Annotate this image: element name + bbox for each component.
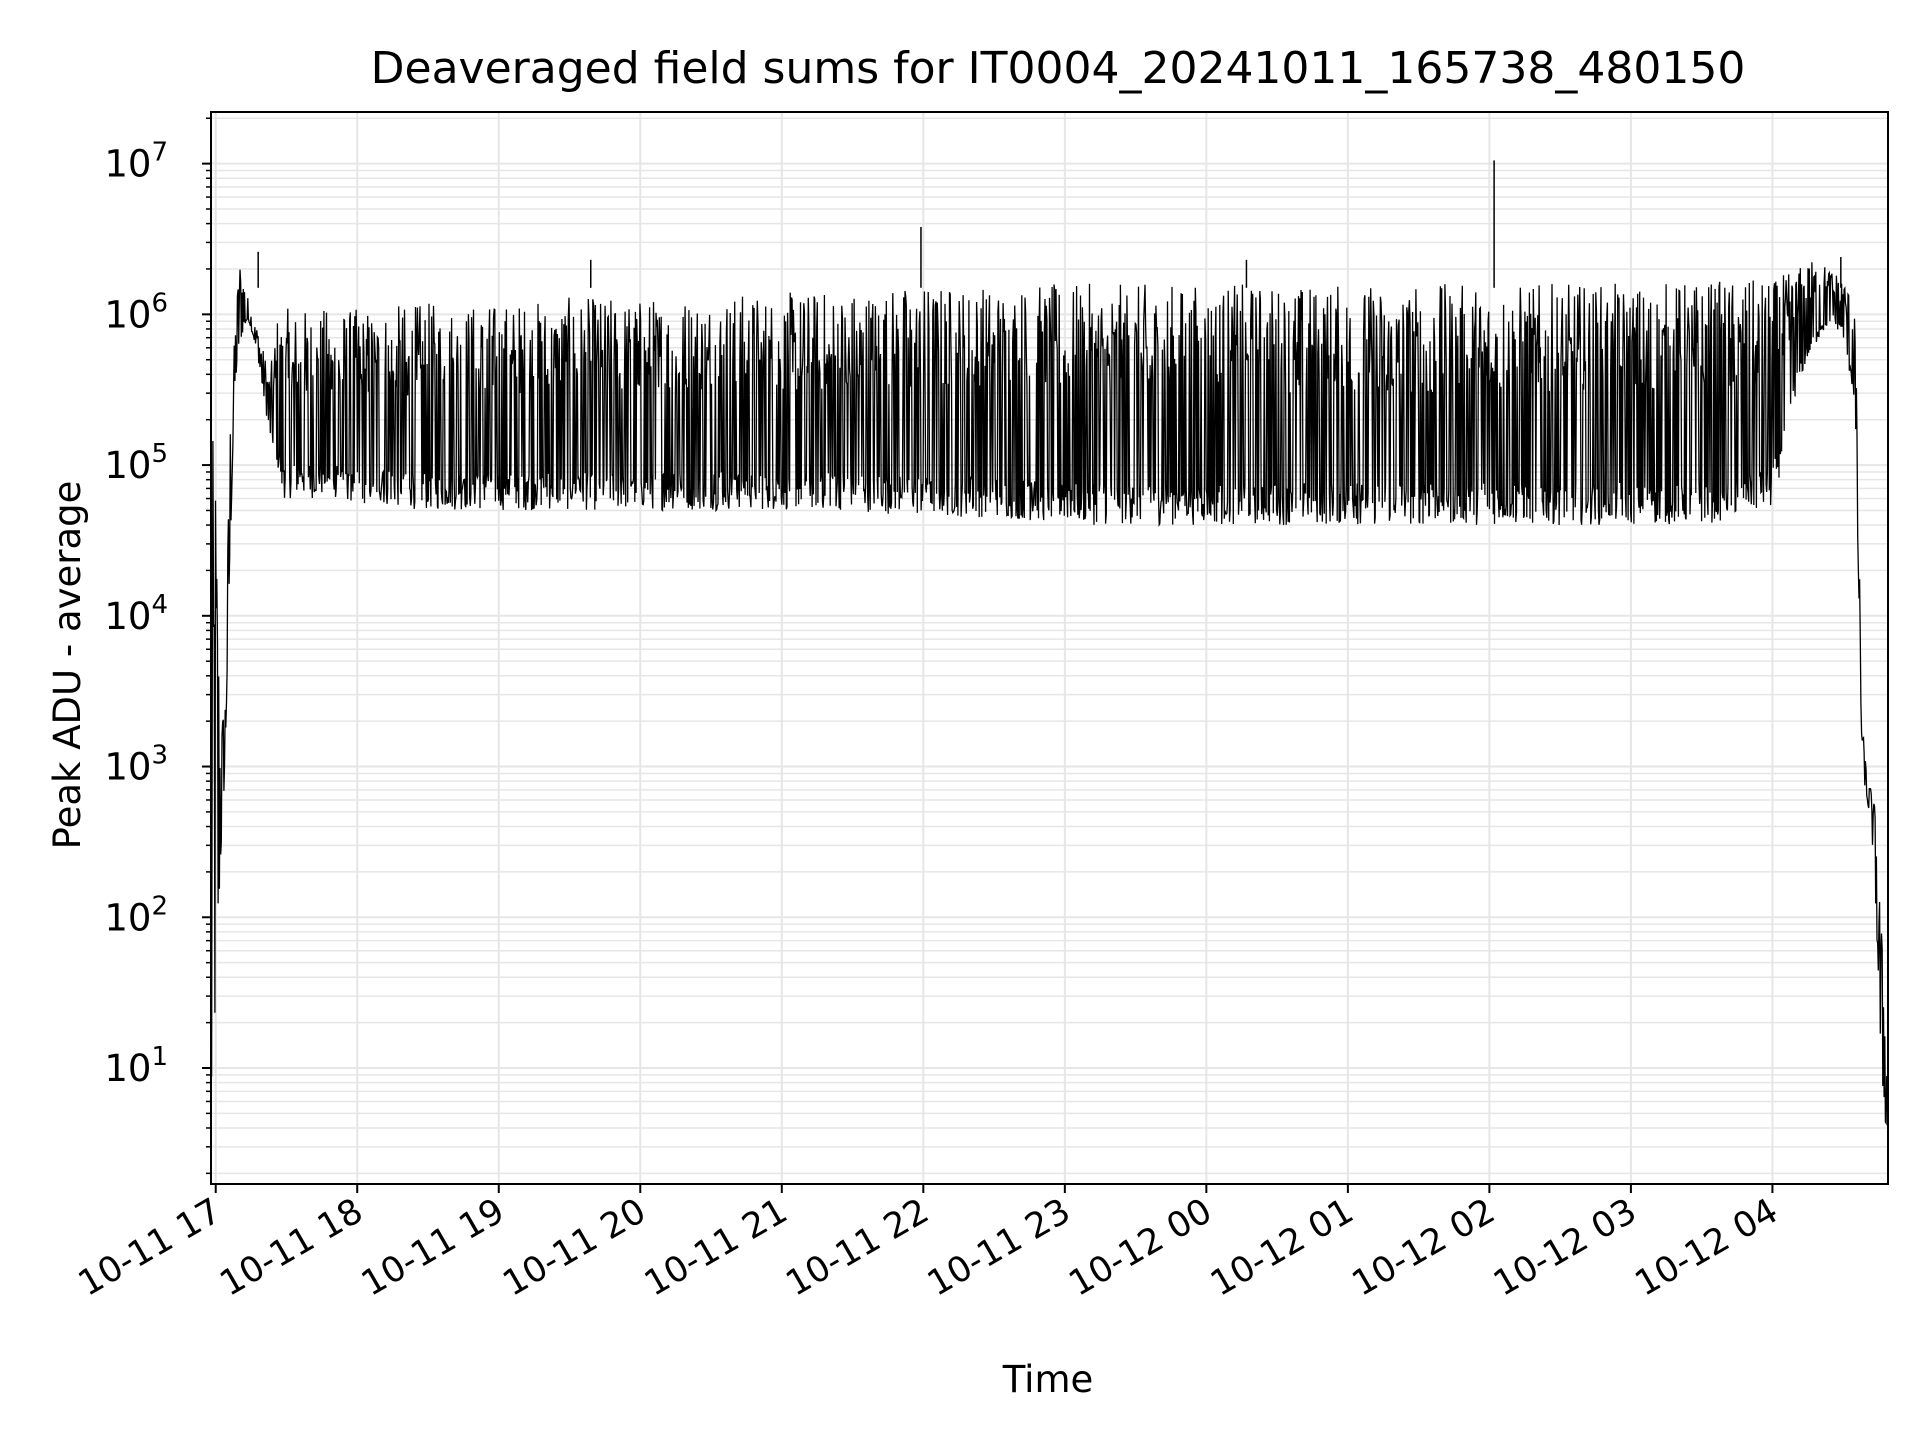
y-tick-label: 101 [104, 1042, 168, 1090]
chart-title: Deaveraged field sums for IT0004_2024101… [371, 43, 1746, 94]
plot-frame [210, 111, 1889, 1185]
y-tick-label: 104 [104, 590, 168, 638]
series-line-path [210, 262, 1889, 1129]
y-tick-label: 103 [104, 741, 168, 789]
series-line [210, 160, 1889, 1129]
y-tick-label: 102 [104, 891, 168, 939]
y-axis-label: Peak ADU - average [46, 481, 89, 850]
y-axis: 101 102 103 104 105 106 107 [104, 117, 211, 1175]
y-tick-label: 106 [104, 288, 168, 336]
y-tick-label: 105 [104, 439, 168, 487]
y-tick-label: 107 [104, 138, 168, 186]
x-axis-label: Time [1002, 1358, 1094, 1401]
